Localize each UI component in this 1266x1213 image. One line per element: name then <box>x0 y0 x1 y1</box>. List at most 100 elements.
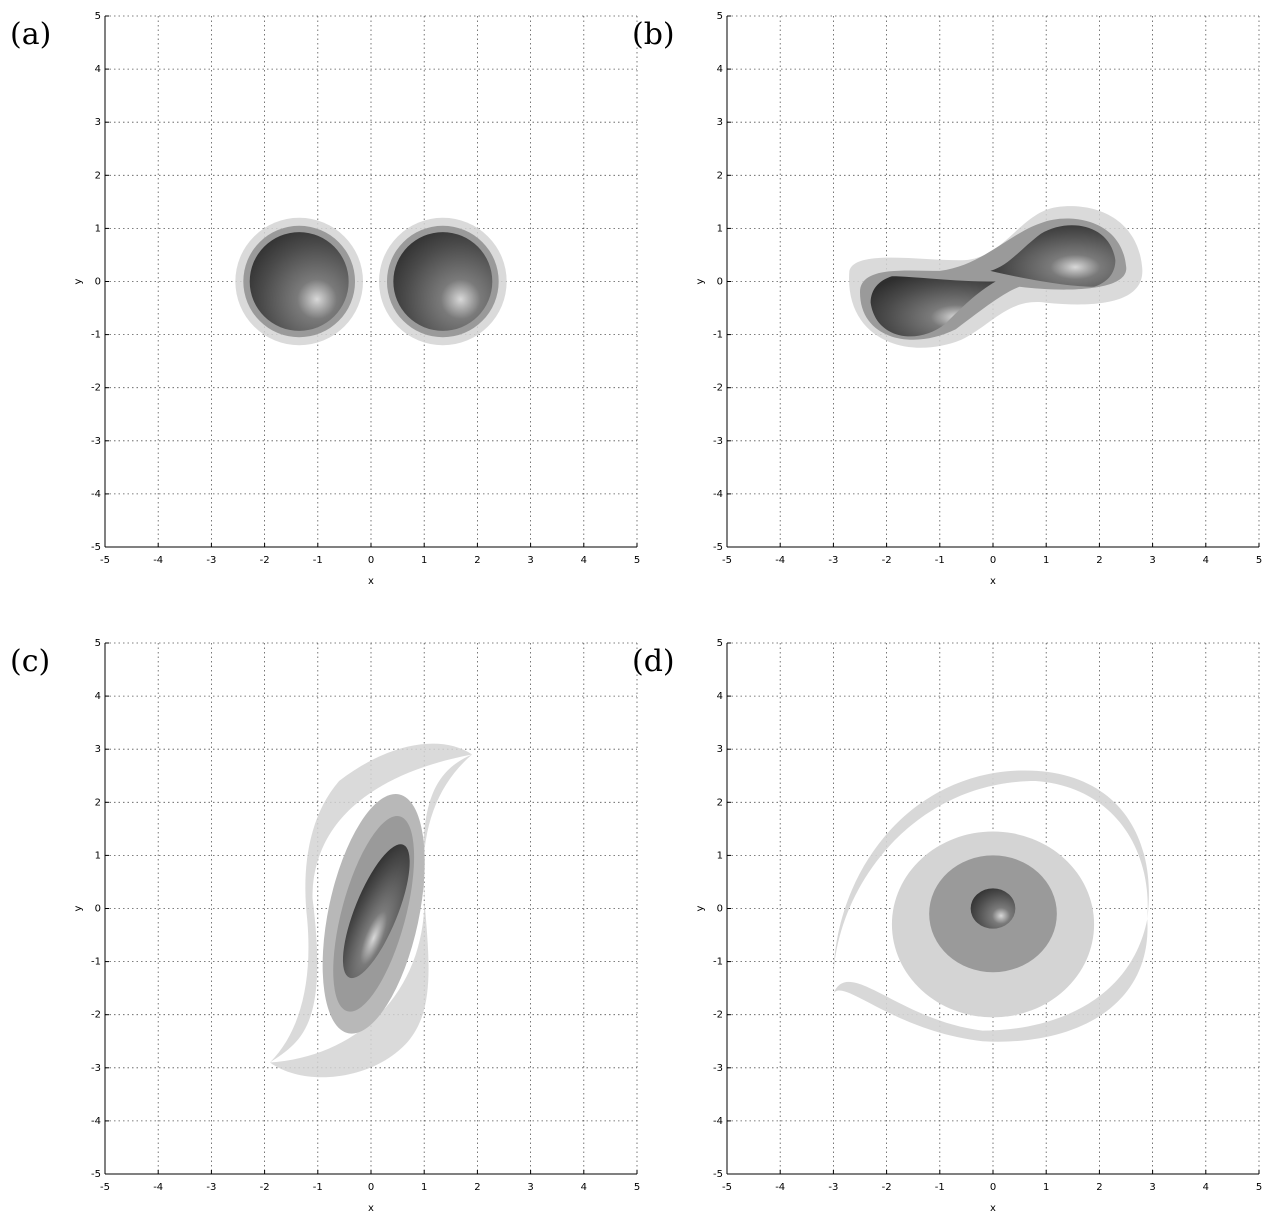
y-tick-label: -2 <box>713 1010 723 1021</box>
x-axis-label: x <box>990 1203 996 1213</box>
y-tick-label: -1 <box>91 330 101 341</box>
x-axis-label: x <box>990 576 996 587</box>
x-tick-label: -3 <box>828 555 838 566</box>
y-tick-label: -1 <box>91 957 101 968</box>
figure: -5-4-3-2-1012345-5-4-3-2-1012345xy(a)-5-… <box>0 0 1266 1213</box>
y-tick-label: 4 <box>717 64 723 75</box>
x-tick-label: -5 <box>722 555 732 566</box>
y-tick-label: 3 <box>717 117 723 128</box>
y-tick-label: 0 <box>95 277 101 288</box>
x-tick-label: 0 <box>990 555 996 566</box>
panel-label: (d) <box>632 644 675 679</box>
y-tick-label: 2 <box>95 170 101 181</box>
x-tick-label: -1 <box>313 1182 323 1193</box>
x-tick-label: -1 <box>935 1182 945 1193</box>
y-tick-label: -4 <box>713 1116 723 1127</box>
x-tick-label: 1 <box>421 1182 427 1193</box>
y-tick-label: -1 <box>713 957 723 968</box>
y-tick-label: -2 <box>91 1010 101 1021</box>
y-axis-label: y <box>695 905 706 911</box>
y-axis-label: y <box>695 278 706 284</box>
x-tick-label: -2 <box>260 1182 270 1193</box>
x-tick-label: -4 <box>775 1182 785 1193</box>
x-tick-label: -2 <box>882 1182 892 1193</box>
x-tick-label: 1 <box>1043 1182 1049 1193</box>
y-tick-label: -3 <box>713 436 723 447</box>
y-tick-label: 4 <box>717 691 723 702</box>
inner-isosurface <box>250 232 349 331</box>
y-tick-label: -1 <box>713 330 723 341</box>
x-tick-label: 2 <box>1096 555 1102 566</box>
x-tick-label: -5 <box>100 555 110 566</box>
x-tick-label: -1 <box>935 555 945 566</box>
x-tick-label: 1 <box>421 555 427 566</box>
x-tick-label: -4 <box>153 1182 163 1193</box>
inner-isosurface <box>971 888 1016 928</box>
y-tick-label: 0 <box>95 904 101 915</box>
y-tick-label: 1 <box>95 223 101 234</box>
y-tick-label: 3 <box>717 744 723 755</box>
x-tick-label: -4 <box>153 555 163 566</box>
y-tick-label: 0 <box>717 277 723 288</box>
y-tick-label: -5 <box>713 1169 723 1180</box>
y-tick-label: -3 <box>91 1063 101 1074</box>
y-tick-label: 5 <box>717 638 723 649</box>
y-axis-label: y <box>73 278 84 284</box>
x-tick-label: 3 <box>527 1182 533 1193</box>
y-tick-label: 2 <box>717 797 723 808</box>
x-tick-label: 4 <box>581 1182 587 1193</box>
x-tick-label: 1 <box>1043 555 1049 566</box>
y-tick-label: -3 <box>713 1063 723 1074</box>
x-tick-label: -5 <box>100 1182 110 1193</box>
x-tick-label: 2 <box>1096 1182 1102 1193</box>
y-tick-label: -3 <box>91 436 101 447</box>
x-tick-label: 0 <box>368 1182 374 1193</box>
x-axis-label: x <box>368 1203 374 1213</box>
y-tick-label: 5 <box>717 11 723 22</box>
y-tick-label: 1 <box>717 850 723 861</box>
x-tick-label: 2 <box>474 555 480 566</box>
x-tick-label: -3 <box>206 1182 216 1193</box>
x-tick-label: 4 <box>1203 1182 1209 1193</box>
y-tick-label: 5 <box>95 11 101 22</box>
x-tick-label: 4 <box>581 555 587 566</box>
y-tick-label: 5 <box>95 638 101 649</box>
x-tick-label: 5 <box>634 1182 640 1193</box>
y-tick-label: 0 <box>717 904 723 915</box>
panel-label: (b) <box>632 17 675 52</box>
isosurfaces <box>833 770 1149 1041</box>
x-tick-label: -4 <box>775 555 785 566</box>
y-tick-label: 2 <box>717 170 723 181</box>
y-tick-label: 2 <box>95 797 101 808</box>
y-tick-label: -5 <box>91 1169 101 1180</box>
x-tick-label: 5 <box>1256 555 1262 566</box>
x-tick-label: -2 <box>882 555 892 566</box>
x-tick-label: 5 <box>1256 1182 1262 1193</box>
x-tick-label: -5 <box>722 1182 732 1193</box>
x-tick-label: 4 <box>1203 555 1209 566</box>
y-tick-label: -2 <box>713 383 723 394</box>
x-tick-label: 3 <box>527 555 533 566</box>
y-tick-label: -5 <box>713 542 723 553</box>
y-tick-label: -2 <box>91 383 101 394</box>
y-tick-label: -4 <box>713 489 723 500</box>
y-tick-label: 4 <box>95 691 101 702</box>
y-axis-label: y <box>73 905 84 911</box>
x-tick-label: 0 <box>990 1182 996 1193</box>
y-tick-label: 1 <box>95 850 101 861</box>
panel: -5-4-3-2-1012345-5-4-3-2-1012345xy(b) <box>632 11 1262 587</box>
x-tick-label: 2 <box>474 1182 480 1193</box>
y-tick-label: -5 <box>91 542 101 553</box>
isosurfaces <box>270 744 472 1078</box>
inner-isosurface <box>393 232 492 331</box>
y-tick-label: -4 <box>91 1116 101 1127</box>
y-tick-label: 3 <box>95 744 101 755</box>
x-tick-label: -3 <box>206 555 216 566</box>
x-tick-label: 0 <box>368 555 374 566</box>
x-axis-label: x <box>368 576 374 587</box>
x-tick-label: -3 <box>828 1182 838 1193</box>
y-tick-label: -4 <box>91 489 101 500</box>
